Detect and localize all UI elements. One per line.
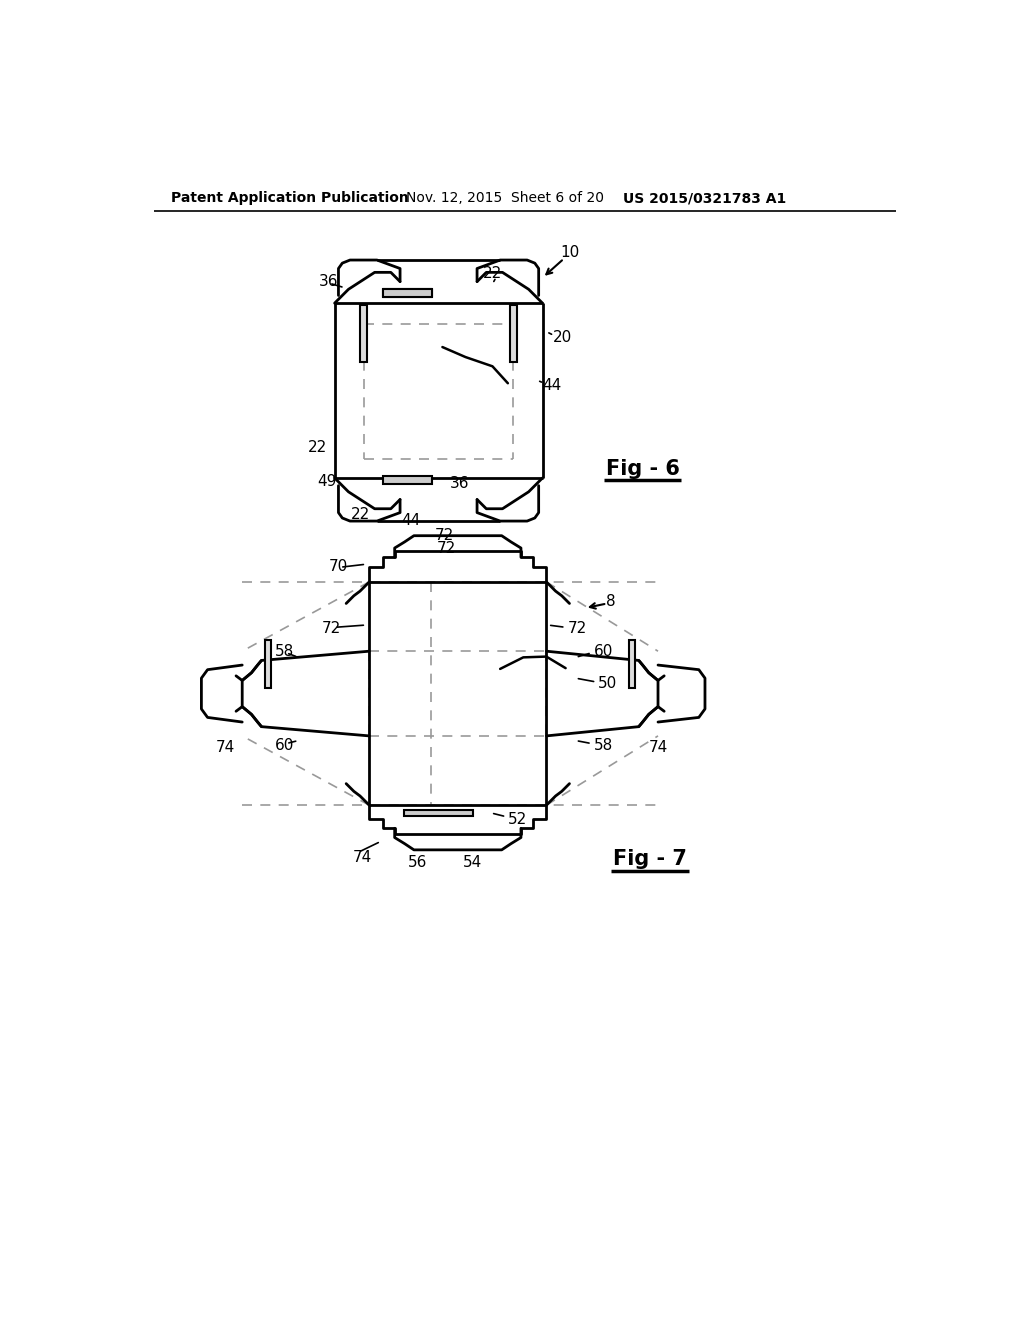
Text: Fig - 7: Fig - 7 — [612, 849, 686, 869]
Bar — [360, 305, 367, 363]
Bar — [265, 640, 271, 688]
Text: 70: 70 — [330, 558, 348, 574]
Text: 22: 22 — [483, 267, 503, 281]
Bar — [383, 289, 432, 297]
Text: 58: 58 — [275, 644, 295, 659]
Text: 36: 36 — [451, 475, 470, 491]
Text: 49: 49 — [317, 474, 337, 490]
Text: Nov. 12, 2015  Sheet 6 of 20: Nov. 12, 2015 Sheet 6 of 20 — [407, 191, 604, 206]
Text: 74: 74 — [649, 741, 668, 755]
Text: 58: 58 — [594, 738, 613, 752]
Text: 44: 44 — [401, 512, 421, 528]
Text: 60: 60 — [275, 738, 295, 752]
Text: 54: 54 — [463, 855, 482, 870]
Text: Patent Application Publication: Patent Application Publication — [171, 191, 409, 206]
Text: 22: 22 — [307, 440, 327, 454]
Text: 44: 44 — [543, 378, 562, 393]
Text: 22: 22 — [351, 507, 370, 521]
Text: 56: 56 — [408, 855, 427, 870]
Text: 60: 60 — [594, 644, 613, 659]
Text: 74: 74 — [352, 850, 372, 865]
Text: Fig - 6: Fig - 6 — [606, 459, 680, 479]
Bar — [510, 305, 517, 363]
Bar — [629, 640, 635, 688]
Bar — [383, 477, 432, 484]
Text: 52: 52 — [508, 812, 527, 826]
Text: 50: 50 — [598, 676, 617, 692]
Text: 20: 20 — [553, 330, 571, 345]
Text: US 2015/0321783 A1: US 2015/0321783 A1 — [624, 191, 786, 206]
Text: 72: 72 — [437, 541, 457, 556]
Text: 10: 10 — [560, 244, 580, 260]
Text: 72: 72 — [435, 528, 454, 544]
Text: 8: 8 — [606, 594, 616, 609]
Text: 72: 72 — [568, 620, 587, 636]
Text: 72: 72 — [322, 620, 341, 636]
Text: 74: 74 — [215, 741, 234, 755]
Bar — [403, 810, 473, 816]
Text: 36: 36 — [319, 275, 339, 289]
